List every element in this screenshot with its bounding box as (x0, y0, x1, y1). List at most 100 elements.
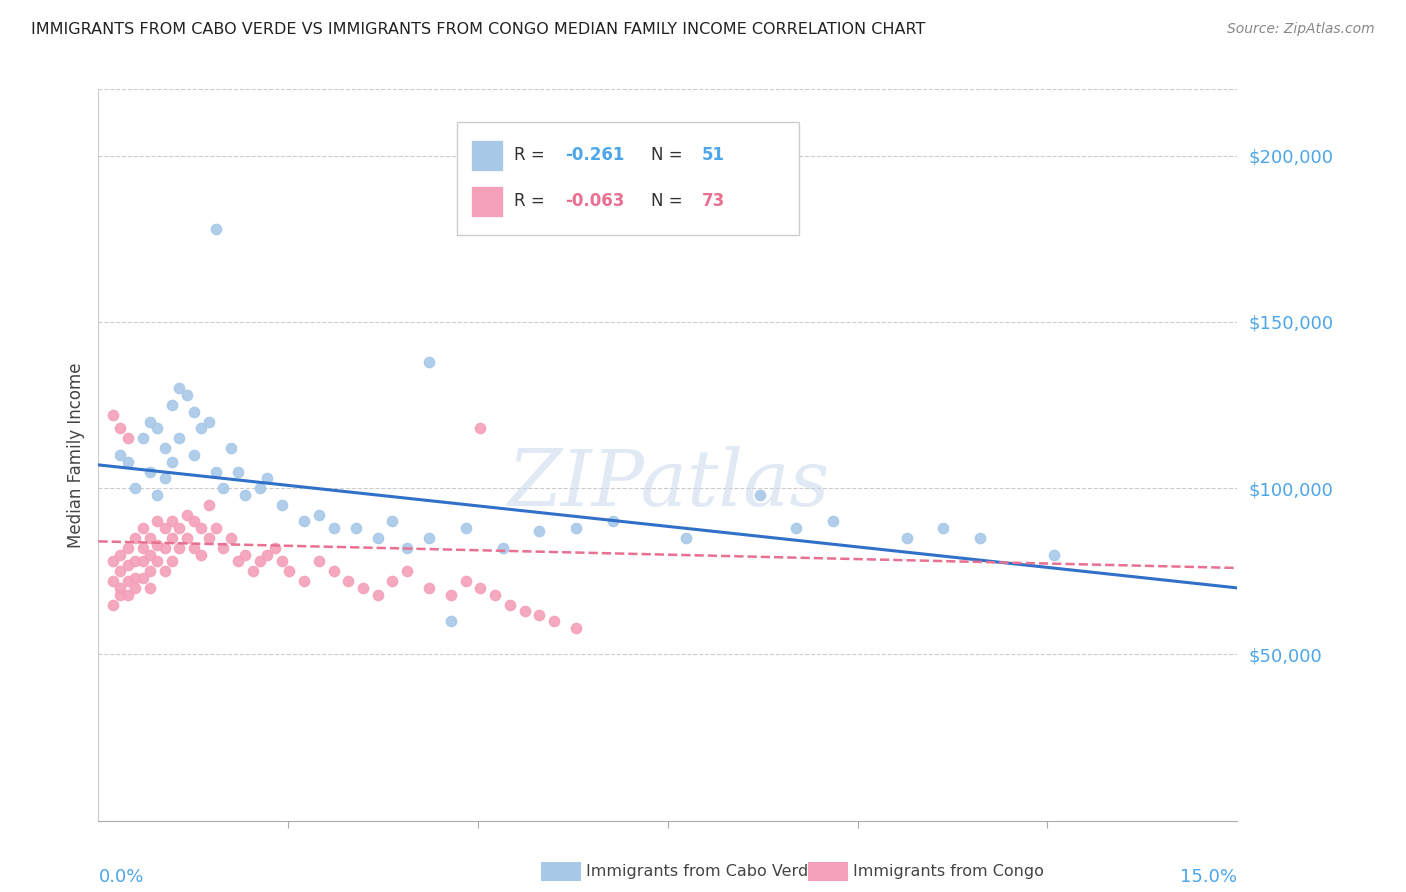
Point (249, 554, 271, 568)
Point (153, 471, 176, 485)
Point (602, 515, 624, 529)
Point (110, 548, 132, 562)
Point (242, 564, 264, 578)
Point (160, 531, 183, 545)
Point (292, 515, 315, 529)
Point (139, 465, 162, 479)
Point (1042, 548, 1064, 562)
Point (205, 222, 228, 236)
Point (153, 541, 176, 555)
Point (205, 521, 228, 535)
Text: 51: 51 (702, 146, 725, 164)
Point (308, 508, 330, 522)
Point (101, 598, 124, 612)
Point (131, 541, 153, 555)
Point (153, 442, 176, 456)
Point (367, 531, 389, 545)
Text: ZIPatlas: ZIPatlas (506, 446, 830, 523)
Point (440, 588, 463, 602)
Point (117, 454, 139, 468)
Point (256, 471, 278, 485)
Point (124, 571, 146, 585)
Point (292, 574, 315, 589)
Point (235, 488, 257, 502)
Text: Immigrants from Congo: Immigrants from Congo (853, 864, 1045, 879)
Point (160, 398, 183, 412)
Point (337, 574, 360, 589)
Text: 15.0%: 15.0% (1180, 868, 1237, 886)
Point (418, 581, 440, 595)
Point (205, 465, 228, 479)
Point (124, 581, 146, 595)
Point (932, 521, 955, 535)
Point (212, 541, 235, 555)
Point (440, 614, 463, 628)
Point (131, 571, 153, 585)
Text: -0.261: -0.261 (565, 146, 624, 164)
Point (381, 574, 404, 589)
Point (470, 421, 492, 435)
Point (190, 548, 212, 562)
Point (110, 581, 132, 595)
Point (117, 588, 139, 602)
Point (235, 548, 257, 562)
Point (454, 521, 477, 535)
Point (183, 405, 205, 419)
Point (322, 521, 344, 535)
Point (124, 554, 146, 568)
Point (675, 531, 697, 545)
Point (344, 521, 367, 535)
Point (219, 442, 242, 456)
Point (395, 564, 418, 578)
Point (823, 515, 845, 529)
Point (367, 588, 389, 602)
Point (176, 531, 198, 545)
Point (117, 541, 139, 555)
Point (197, 498, 219, 512)
Point (101, 408, 124, 422)
Point (183, 541, 205, 555)
FancyBboxPatch shape (471, 140, 503, 171)
Point (470, 581, 492, 595)
Point (139, 548, 162, 562)
Point (322, 564, 344, 578)
Point (219, 531, 242, 545)
Point (249, 481, 271, 495)
Point (381, 515, 404, 529)
Text: IMMIGRANTS FROM CABO VERDE VS IMMIGRANTS FROM CONGO MEDIAN FAMILY INCOME CORRELA: IMMIGRANTS FROM CABO VERDE VS IMMIGRANTS… (31, 22, 925, 37)
Point (153, 521, 176, 535)
Point (131, 521, 153, 535)
Point (212, 481, 235, 495)
Point (117, 431, 139, 445)
Point (131, 554, 153, 568)
Point (543, 614, 565, 628)
Point (160, 515, 183, 529)
Point (491, 541, 513, 555)
Point (308, 554, 330, 568)
Point (278, 564, 301, 578)
Point (117, 558, 139, 572)
Point (256, 548, 278, 562)
Point (484, 588, 506, 602)
FancyBboxPatch shape (471, 186, 503, 217)
Point (395, 541, 418, 555)
Point (117, 574, 139, 589)
Text: Source: ZipAtlas.com: Source: ZipAtlas.com (1227, 22, 1375, 37)
Point (529, 607, 551, 622)
Point (146, 554, 169, 568)
Point (110, 448, 132, 462)
Point (190, 521, 212, 535)
Point (139, 581, 162, 595)
Point (263, 541, 285, 555)
FancyBboxPatch shape (457, 122, 799, 235)
Point (167, 431, 190, 445)
Text: N =: N = (651, 146, 688, 164)
Point (418, 355, 440, 369)
Point (176, 388, 198, 402)
Point (271, 498, 294, 512)
Point (197, 531, 219, 545)
Text: 0.0%: 0.0% (98, 868, 143, 886)
Y-axis label: Median Family Income: Median Family Income (66, 362, 84, 548)
Point (565, 521, 588, 535)
Point (969, 531, 991, 545)
